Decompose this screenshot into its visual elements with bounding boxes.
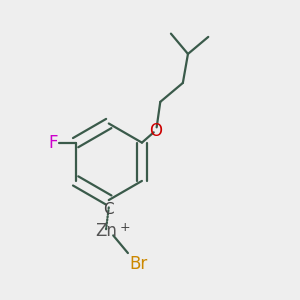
Text: Br: Br	[129, 254, 148, 272]
Text: Zn: Zn	[95, 222, 117, 240]
Text: +: +	[120, 221, 130, 234]
Text: C: C	[103, 202, 114, 217]
Text: F: F	[49, 134, 58, 152]
Text: O: O	[149, 122, 162, 140]
